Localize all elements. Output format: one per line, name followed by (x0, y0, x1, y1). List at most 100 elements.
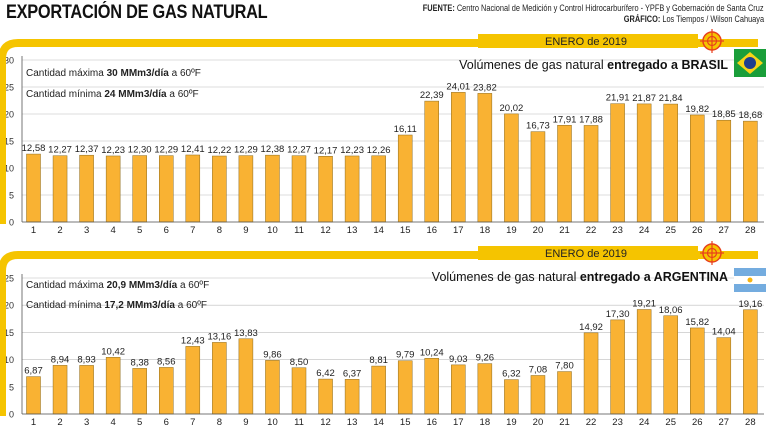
data-label: 12,41 (181, 144, 205, 155)
y-tick-label: 5 (9, 382, 14, 392)
bar (743, 309, 758, 415)
data-label: 24,01 (446, 81, 470, 92)
bars: 12,58 1 12,27 2 12,37 3 12,23 4 12,30 5 12,29 6 12,4… (22, 81, 763, 236)
bar (583, 332, 599, 415)
bar (212, 342, 227, 415)
x-tick-label: 6 (164, 225, 169, 236)
y-tick-label: 5 (9, 191, 14, 201)
data-label: 18,68 (738, 110, 762, 121)
data-label: 12,30 (128, 145, 152, 156)
x-tick-label: 4 (111, 225, 116, 236)
graphic-text: Los Tiempos / Wilson Cahuaya (662, 14, 764, 24)
data-label: 8,93 (77, 354, 96, 365)
x-tick-label: 27 (719, 225, 730, 236)
bar (610, 319, 625, 415)
x-tick-label: 8 (217, 225, 222, 236)
data-label: 8,81 (369, 355, 388, 366)
month-label: ENERO de 2019 (545, 36, 627, 48)
x-tick-label: 18 (480, 225, 491, 236)
max-quantity-note-prefix: Cantidad máxima (26, 280, 107, 291)
data-label: 7,08 (529, 364, 548, 375)
data-label: 19,16 (738, 299, 762, 310)
max-quantity-note-suffix: a 60ºF (177, 280, 209, 291)
bar (397, 360, 413, 415)
chart-title: Volúmenes de gas natural entregado a ARG… (432, 270, 728, 284)
x-tick-label: 13 (347, 225, 358, 236)
chart-title: Volúmenes de gas natural entregado a BRA… (459, 58, 728, 72)
x-tick-label: 19 (506, 417, 517, 428)
data-label: 12,23 (340, 145, 364, 156)
bar (451, 364, 466, 415)
x-tick-label: 25 (665, 417, 676, 428)
y-tick-label: 25 (4, 274, 14, 284)
bar (716, 337, 732, 415)
x-tick-label: 20 (533, 225, 544, 236)
data-label: 12,29 (234, 145, 258, 156)
flag-globe (744, 57, 756, 69)
x-tick-label: 24 (639, 417, 650, 428)
bar (185, 346, 201, 415)
data-label: 9,86 (263, 349, 282, 360)
data-label: 12,58 (22, 143, 46, 154)
data-label: 12,26 (367, 145, 391, 156)
data-label: 12,17 (314, 145, 338, 156)
flag-stripe-bottom (734, 284, 766, 292)
data-label: 16,73 (526, 121, 550, 132)
bar (530, 375, 546, 415)
x-tick-label: 15 (400, 225, 411, 236)
chart-title-prefix: Volúmenes de gas natural (432, 270, 580, 284)
source-credit: FUENTE: Centro Nacional de Medición y Co… (423, 3, 764, 13)
data-label: 21,84 (659, 93, 683, 104)
x-tick-label: 11 (294, 417, 304, 428)
data-label: 12,43 (181, 335, 205, 346)
y-tick-label: 15 (4, 328, 14, 338)
bar (477, 363, 493, 415)
x-tick-label: 23 (612, 225, 623, 236)
graphic-credit: GRÁFICO: Los Tiempos / Wilson Cahuaya (624, 14, 764, 24)
min-quantity-note-value: 17,2 MMm3/día (104, 300, 175, 311)
x-tick-label: 24 (639, 225, 650, 236)
x-tick-label: 7 (190, 225, 195, 236)
source-label: FUENTE: (423, 3, 456, 13)
x-tick-label: 28 (745, 225, 756, 236)
x-tick-label: 28 (745, 417, 756, 428)
x-tick-label: 8 (217, 417, 222, 428)
target-icon (700, 241, 724, 265)
data-label: 6,42 (316, 368, 335, 379)
x-tick-label: 15 (400, 417, 411, 428)
min-quantity-note-value: 24 MMm3/día (104, 89, 167, 100)
source-text: Centro Nacional de Medición y Control Hi… (457, 3, 764, 13)
data-label: 23,82 (473, 82, 497, 93)
header-band (0, 39, 758, 224)
y-tick-label: 15 (4, 137, 14, 147)
y-tick-label: 20 (4, 301, 14, 311)
min-quantity-note: Cantidad mínima 17,2 MMm3/día a 60ºF (26, 300, 207, 311)
bar (265, 360, 280, 415)
bar (159, 367, 174, 415)
y-tick-label: 10 (4, 164, 14, 174)
x-tick-label: 1 (31, 225, 36, 236)
min-quantity-note-suffix: a 60ºF (167, 89, 199, 100)
x-tick-label: 27 (719, 417, 730, 428)
graphic-label: GRÁFICO: (623, 14, 661, 24)
y-axis: 0 5 10 15 20 25 (4, 274, 23, 420)
data-label: 12,27 (48, 145, 72, 156)
bar (26, 376, 41, 415)
x-tick-label: 17 (453, 225, 464, 236)
data-label: 12,29 (154, 145, 178, 156)
x-tick-label: 10 (267, 417, 278, 428)
max-quantity-note-value: 30 MMm3/día (107, 68, 170, 79)
data-label: 8,38 (130, 357, 149, 368)
data-label: 12,38 (261, 144, 285, 155)
x-tick-label: 21 (559, 225, 570, 236)
max-quantity-note-suffix: a 60ºF (169, 68, 201, 79)
min-quantity-note: Cantidad mínima 24 MMm3/día a 60ºF (26, 89, 199, 100)
bar (105, 357, 121, 415)
data-label: 12,27 (287, 145, 311, 156)
x-tick-label: 23 (612, 417, 623, 428)
data-label: 6,32 (502, 369, 521, 380)
x-tick-label: 26 (692, 417, 703, 428)
data-label: 21,87 (632, 93, 656, 104)
bars: 6,87 1 8,94 2 8,93 3 10,42 4 8,38 5 8,56 6 12,43 7 13,… (24, 298, 762, 428)
